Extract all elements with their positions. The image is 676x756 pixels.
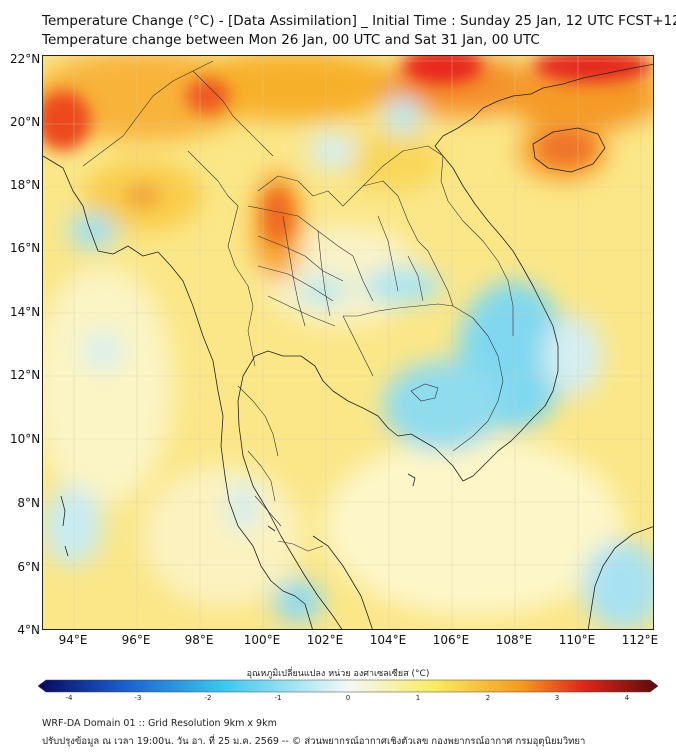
borders [82, 60, 514, 552]
footer-credit: ปรับปรุงข้อมูล ณ เวลา 19:00น. วัน อา. ที… [42, 736, 586, 747]
y-tick-4n: 4°N [17, 623, 40, 637]
temperature-change-map[interactable] [42, 55, 654, 630]
cb-tick-1: 1 [415, 694, 421, 702]
x-tick-112e: 112°E [621, 633, 659, 647]
y-tick-6n: 6°N [17, 560, 40, 574]
cb-tick-4: 4 [624, 694, 630, 702]
x-tick-96e: 96°E [121, 633, 151, 647]
colorbar-gradient [38, 679, 658, 693]
y-tick-10n: 10°N [10, 432, 41, 446]
y-tick-12n: 12°N [10, 368, 41, 382]
y-tick-22n: 22°N [10, 52, 41, 66]
cb-tick-2: 2 [485, 694, 491, 702]
x-tick-106e: 106°E [432, 633, 470, 647]
x-tick-94e: 94°E [58, 633, 88, 647]
lat-lon-grid [43, 56, 653, 629]
cb-tick-minus1: -1 [274, 694, 282, 702]
x-tick-104e: 104°E [369, 633, 407, 647]
cb-tick-minus2: -2 [204, 694, 212, 702]
y-tick-18n: 18°N [10, 178, 41, 192]
colorbar [38, 679, 658, 693]
footer-model-info: WRF-DA Domain 01 :: Grid Resolution 9km … [42, 718, 277, 729]
title-line-2: Temperature change between Mon 26 Jan, 0… [42, 32, 540, 48]
cb-tick-minus4: -4 [65, 694, 73, 702]
title-line-1: Temperature Change (°C) - [Data Assimila… [42, 13, 676, 29]
temperature-field [43, 56, 653, 629]
hot-spots [43, 56, 653, 244]
chart-title: Temperature Change (°C) - [Data Assimila… [42, 12, 676, 50]
y-tick-8n: 8°N [17, 496, 40, 510]
y-tick-14n: 14°N [10, 305, 41, 319]
cb-tick-0: 0 [345, 694, 351, 702]
cb-tick-minus3: -3 [134, 694, 142, 702]
x-tick-98e: 98°E [184, 633, 214, 647]
tonle-sap-lake [410, 383, 439, 402]
x-tick-108e: 108°E [495, 633, 533, 647]
y-tick-20n: 20°N [10, 115, 41, 129]
map-svg [43, 56, 653, 629]
y-tick-16n: 16°N [10, 241, 41, 255]
x-tick-102e: 102°E [306, 633, 344, 647]
coastlines [43, 63, 653, 629]
x-tick-110e: 110°E [558, 633, 596, 647]
colorbar-title: อุณหภูมิเปลี่ยนแปลง หน่วย องศาเซลเซียส (… [246, 669, 430, 679]
x-tick-100e: 100°E [243, 633, 281, 647]
cb-tick-3: 3 [554, 694, 560, 702]
